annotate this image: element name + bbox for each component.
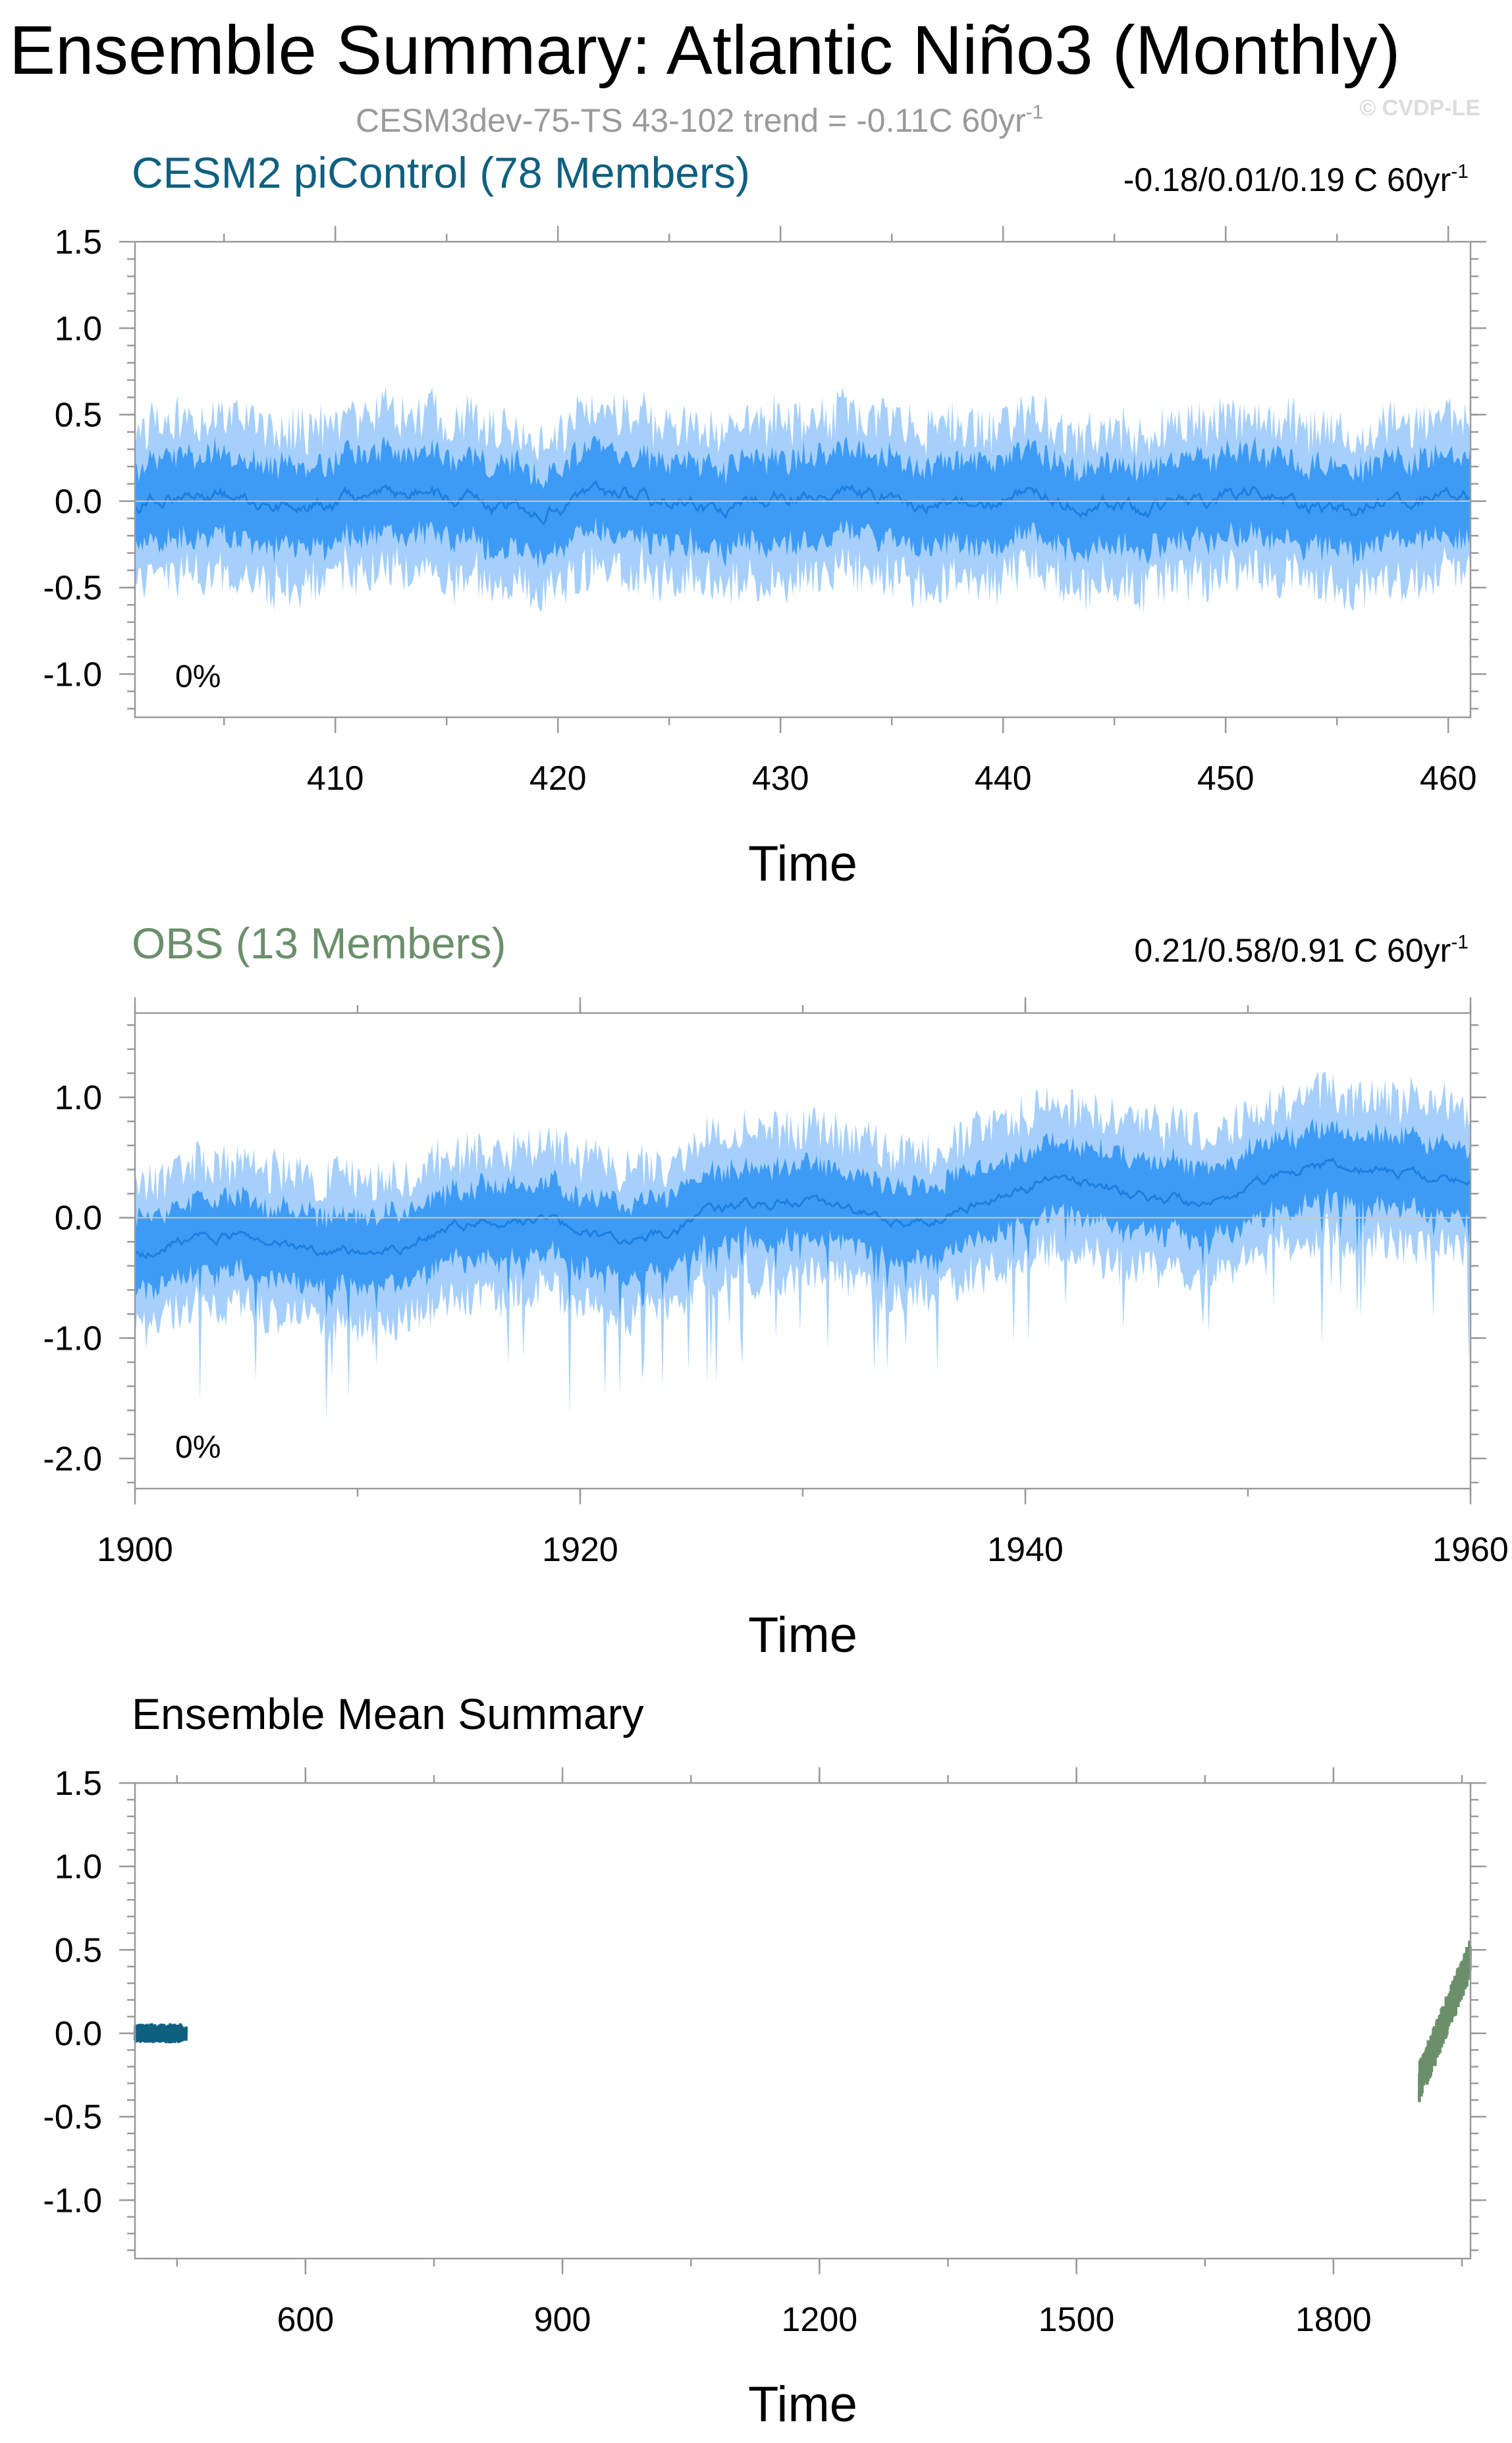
panel-summary-xlabel: Time	[748, 2376, 857, 2432]
x-tick-label: 900	[534, 2301, 591, 2339]
x-tick-label: 600	[277, 2301, 334, 2339]
subtitle-sup: -1	[1026, 101, 1044, 123]
x-tick-label: 1800	[1295, 2301, 1372, 2339]
y-tick-label: 1.5	[55, 223, 102, 261]
ensemble-mean-line	[134, 1157, 1472, 1260]
x-tick-label: 460	[1420, 759, 1477, 798]
panel-cesm2-frame	[134, 240, 1472, 719]
x-tick-label: 430	[752, 759, 809, 798]
y-tick-label: 1.0	[55, 310, 102, 348]
x-tick-label: 410	[307, 759, 364, 798]
y-tick-label: 1.5	[55, 1765, 102, 1803]
panel-obs-frame	[134, 1012, 1472, 1490]
cvdp-watermark: © CVDP-LE	[1359, 96, 1480, 121]
x-tick-label: 1200	[782, 2301, 858, 2339]
y-tick-label: -2.0	[43, 1440, 102, 1478]
panel-obs-percent: 0%	[175, 1430, 221, 1465]
panel-obs: OBS (13 Members) 0.21/0.58/0.91 C 60yr-1…	[43, 919, 1508, 1663]
panel-cesm2-title: CESM2 piControl (78 Members)	[132, 148, 750, 197]
panel-obs-xlabel: Time	[748, 1607, 857, 1663]
panel-cesm2-percent: 0%	[175, 659, 221, 694]
x-tick-label: 1500	[1039, 2301, 1115, 2339]
inner-range-band	[135, 1118, 1471, 1326]
panel-cesm2-range: -0.18/0.01/0.19 C 60yr-1	[1123, 161, 1469, 198]
x-tick-label: 1940	[987, 1531, 1064, 1569]
panel-obs-range-sup: -1	[1451, 931, 1469, 953]
panel-obs-bands	[134, 1070, 1472, 1420]
y-tick-label: 0.5	[55, 1931, 102, 1969]
y-tick-label: 0.0	[55, 1199, 102, 1238]
figure-title: Ensemble Summary: Atlantic Niño3 (Monthl…	[9, 12, 1400, 89]
panel-cesm2-range-sup: -1	[1451, 161, 1469, 182]
y-tick-label: 0.0	[55, 2015, 102, 2053]
x-tick-label: 1960	[1432, 1531, 1509, 1569]
y-tick-label: 1.0	[55, 1848, 102, 1886]
panel-summary: Ensemble Mean Summary -1.0 -0.5 0.0 0.5 1.0 1…	[43, 1689, 1486, 2432]
subtitle-text: CESM3dev-75-TS 43-102 trend = -0.11C 60y…	[356, 102, 1026, 139]
summary-series-line	[134, 2023, 188, 2044]
y-tick-label: 1.0	[55, 1079, 102, 1117]
y-tick-label: -1.0	[43, 655, 102, 694]
inner-range-band	[135, 435, 1471, 569]
x-tick-label: 1920	[542, 1531, 618, 1569]
y-tick-label: -1.0	[43, 2182, 102, 2220]
panel-summary-lines	[134, 1940, 1472, 2102]
panel-summary-title: Ensemble Mean Summary	[132, 1689, 644, 1738]
panel-summary-frame	[134, 1782, 1472, 2260]
y-tick-label: -0.5	[43, 2099, 102, 2137]
panel-summary-ticks: -1.0 -0.5 0.0 0.5 1.0 1.5 600 900 1200 1500 1800	[43, 1765, 1486, 2339]
outer-range-band	[135, 1070, 1471, 1420]
ensemble-mean-line	[134, 480, 1471, 526]
y-tick-label: 0.0	[55, 483, 102, 521]
y-tick-label: 0.5	[55, 397, 102, 435]
panel-obs-title: OBS (13 Members)	[132, 919, 506, 968]
y-tick-label: -0.5	[43, 569, 102, 607]
summary-series-line	[1417, 1940, 1472, 2102]
panel-cesm2: CESM2 piControl (78 Members) -0.18/0.01/…	[43, 148, 1486, 892]
panel-cesm2-ticks: -1.0 -0.5 0.0 0.5 1.0 1.5 410 420 430 440 450 460	[43, 223, 1486, 798]
panel-cesm2-xlabel: Time	[748, 836, 857, 892]
panel-obs-range: 0.21/0.58/0.91 C 60yr-1	[1134, 931, 1469, 969]
panel-obs-ticks: -2.0 -1.0 0.0 1.0 1900 1920 1940 1960	[43, 997, 1509, 1569]
panel-obs-range-text: 0.21/0.58/0.91 C 60yr	[1134, 932, 1451, 969]
x-tick-label: 420	[529, 759, 587, 798]
figure-subtitle: CESM3dev-75-TS 43-102 trend = -0.11C 60y…	[356, 101, 1043, 139]
x-tick-label: 440	[975, 759, 1032, 798]
x-tick-label: 1900	[97, 1531, 173, 1569]
x-tick-label: 450	[1197, 759, 1255, 798]
panel-cesm2-range-text: -0.18/0.01/0.19 C 60yr	[1123, 161, 1451, 198]
y-tick-label: -1.0	[43, 1320, 102, 1358]
